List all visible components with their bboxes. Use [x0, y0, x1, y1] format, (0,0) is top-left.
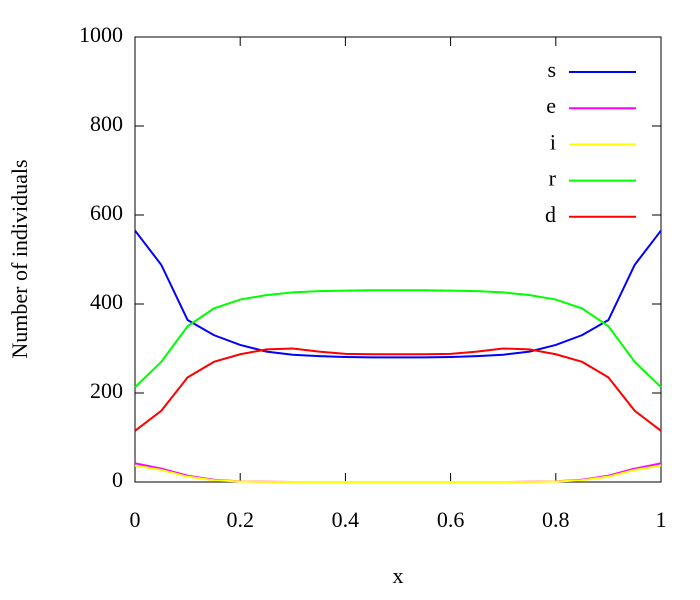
y-tick-label: 200	[90, 378, 123, 403]
x-tick-label: 0.8	[542, 507, 570, 532]
x-tick-label: 0.6	[437, 507, 465, 532]
series-line	[134, 462, 662, 483]
legend-label: d	[545, 202, 556, 227]
y-axis-label: Number of individuals	[7, 159, 32, 358]
x-tick-label: 0.2	[226, 507, 254, 532]
x-tick-label: 1	[656, 507, 667, 532]
y-tick-label: 400	[90, 289, 123, 314]
legend-label: i	[550, 129, 556, 154]
legend-label: r	[549, 166, 557, 191]
y-tick-label: 600	[90, 200, 123, 225]
plot-frame	[134, 36, 662, 483]
x-tick-label: 0.4	[332, 507, 360, 532]
series-line	[134, 347, 662, 432]
x-axis-label: x	[393, 563, 404, 588]
legend-label: e	[546, 93, 556, 118]
y-tick-label: 0	[112, 467, 123, 492]
series-line	[134, 289, 662, 388]
y-tick-label: 800	[90, 111, 123, 136]
x-tick-label: 0	[130, 507, 141, 532]
series-line	[134, 229, 662, 359]
y-tick-label: 1000	[79, 22, 123, 47]
legend-label: s	[547, 57, 556, 82]
series-line	[134, 464, 662, 483]
